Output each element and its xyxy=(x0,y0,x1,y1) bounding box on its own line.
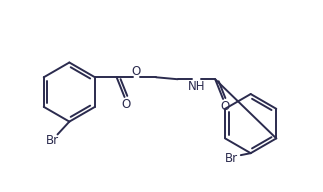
Text: Br: Br xyxy=(46,134,59,147)
Text: NH: NH xyxy=(188,80,205,93)
Text: O: O xyxy=(132,65,141,78)
Text: Br: Br xyxy=(224,152,237,165)
Text: O: O xyxy=(220,100,230,113)
Text: O: O xyxy=(121,98,130,111)
